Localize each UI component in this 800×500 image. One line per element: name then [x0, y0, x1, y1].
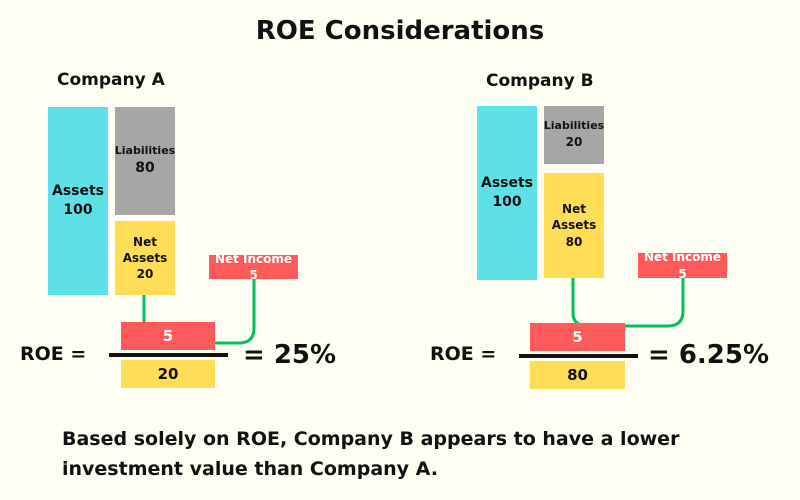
company-b-result: = 6.25% [648, 340, 770, 370]
company-a-net-income: Net Income 5 [209, 252, 298, 282]
liabilities-label: Liabilities [114, 144, 176, 158]
company-b-assets: Assets 100 [477, 106, 537, 280]
company-a-numerator: 5 [121, 322, 215, 350]
net-assets-value: 20 [136, 267, 154, 282]
company-b-denominator: 80 [530, 361, 625, 389]
company-a-fraction-bar [109, 353, 228, 357]
conclusion-line: Based solely on ROE, Company B appears t… [62, 428, 680, 450]
conclusion-line: investment value than Company A. [62, 458, 438, 480]
company-a-assets: Assets 100 [48, 107, 108, 295]
net-assets-label: Assets [551, 218, 597, 233]
company-a-denominator: 20 [121, 360, 215, 388]
assets-label: Assets [480, 175, 534, 192]
net-assets-label: Net [133, 234, 157, 249]
net-assets-value: 80 [565, 234, 583, 249]
liabilities-value: 80 [135, 159, 155, 176]
conclusion-text: Based solely on ROE, Company B appears t… [62, 424, 679, 484]
company-a-result: = 25% [243, 340, 337, 370]
company-b-title: Company B [486, 71, 594, 91]
company-a-title: Company A [57, 70, 165, 90]
company-b-liabilities: Liabilities 20 [544, 106, 604, 164]
company-b-roe-label: ROE = [430, 343, 497, 365]
company-a-net-assets: Net Assets 20 [115, 221, 175, 295]
net-assets-label: Assets [122, 250, 168, 265]
liabilities-value: 20 [565, 135, 583, 150]
assets-value: 100 [492, 194, 522, 210]
connector-b-net-assets [571, 278, 589, 328]
company-b-numerator: 5 [530, 323, 625, 351]
company-a-roe-label: ROE = [20, 343, 87, 365]
connector-a-net-income [215, 279, 256, 345]
assets-label: Assets [51, 183, 105, 200]
company-b-net-income: Net Income 5 [638, 250, 727, 281]
company-a-liabilities: Liabilities 80 [115, 107, 175, 215]
company-b-fraction-bar [519, 354, 638, 358]
net-assets-label: Net [562, 202, 586, 217]
connector-b-net-income [588, 278, 685, 328]
diagram-title: ROE Considerations [255, 16, 545, 46]
liabilities-label: Liabilities [543, 119, 605, 133]
assets-value: 100 [63, 202, 93, 218]
company-b-net-assets: Net Assets 80 [544, 173, 604, 278]
